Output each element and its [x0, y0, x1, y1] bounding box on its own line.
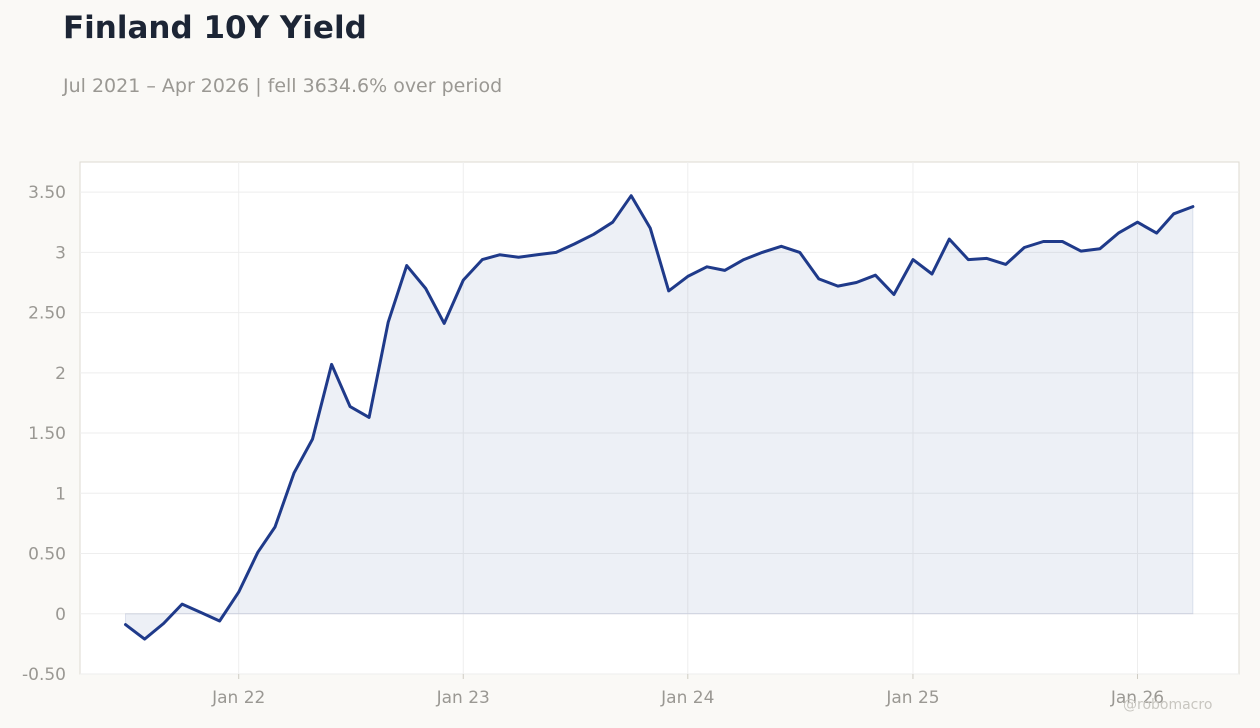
y-tick-label: 0.50: [28, 545, 66, 565]
x-axis: Jan 22 Jan 23 Jan 24 Jan 25 Jan 26: [211, 674, 1164, 708]
series-line: [124, 194, 1195, 641]
watermark: @robomacro: [1123, 697, 1213, 713]
y-tick-label: 0: [55, 605, 66, 625]
x-tick-label: Jan 26: [1110, 688, 1164, 708]
x-tick-label: Jan 23: [436, 688, 490, 708]
x-tick-label: Jan 22: [211, 688, 265, 708]
grid-lines: [80, 162, 1239, 675]
plot-area: [79, 161, 1240, 675]
y-tick-label: -0.50: [22, 665, 66, 685]
chart-title: Finland 10Y Yield: [63, 10, 367, 46]
y-tick-label: 1.50: [28, 424, 66, 444]
y-axis: -0.50 0 0.50 1 1.50 2 2.50 3 3.50: [22, 183, 66, 685]
y-tick-label: 1: [55, 484, 66, 504]
chart-subtitle: Jul 2021 – Apr 2026 | fell 3634.6% over …: [63, 75, 503, 97]
x-tick-label: Jan 24: [660, 688, 714, 708]
x-tick-label: Jan 25: [885, 688, 939, 708]
y-tick-label: 2.50: [28, 304, 66, 324]
y-tick-label: 2: [55, 364, 66, 384]
y-tick-label: 3: [55, 243, 66, 263]
y-tick-label: 3.50: [28, 183, 66, 203]
